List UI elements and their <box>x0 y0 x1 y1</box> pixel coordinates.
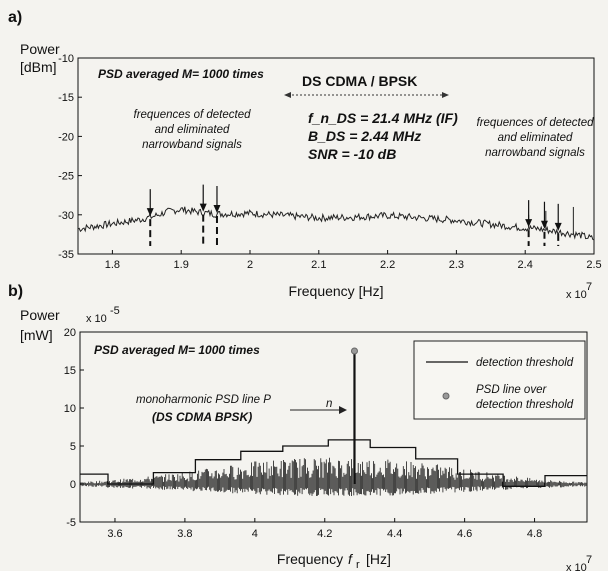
panel-b-ytick-label: -5 <box>66 517 76 529</box>
panel-a-right-annotation-3: narrowband signals <box>485 147 585 159</box>
panel-a-xtick-label: 1.9 <box>174 259 189 271</box>
panel-a-band-arrowhead-left <box>284 92 291 98</box>
panel-b-xtick-label: 3.8 <box>177 528 192 540</box>
panel-b-ytick-label: 20 <box>64 327 76 339</box>
panel-b-annotation-arrowhead <box>339 406 347 414</box>
panel-a-marker-arrowhead <box>213 204 221 213</box>
panel-b: b) Power [mW] x 10 -5 -5 0 5 10 15 20 3.6 3.8 4… <box>8 283 592 571</box>
panel-a-ytick-label: -15 <box>58 92 74 104</box>
panel-b-x-exponent: x 10 <box>566 562 587 571</box>
panel-a-band-arrowhead-right <box>442 92 449 98</box>
panel-b-ytick-label: 0 <box>70 479 76 491</box>
panel-a-x-exponent: x 10 <box>566 289 587 301</box>
panel-b-ytick-label: 10 <box>64 403 76 415</box>
panel-a-marker-arrowhead <box>146 208 154 217</box>
panel-b-annotation-sub: n <box>326 398 332 410</box>
panel-a-xtick-label: 2 <box>247 259 253 271</box>
panel-a-x-ticks: 1.8 1.9 2 2.1 2.2 2.3 2.4 2.5 <box>105 250 602 271</box>
panel-a-param-snr: SNR = -10 dB <box>308 146 396 162</box>
panel-a-xtick-label: 1.8 <box>105 259 120 271</box>
panel-a-label: a) <box>8 9 22 26</box>
panel-b-xlabel-unit: [Hz] <box>366 551 391 567</box>
panel-a-marker-arrowhead <box>540 220 548 229</box>
panel-b-x-ticks: 3.6 3.8 4 4.2 4.4 4.6 4.8 <box>107 518 542 540</box>
panel-a-ytick-label: -10 <box>58 53 74 65</box>
panel-a-ytick-label: -20 <box>58 131 74 143</box>
panel-b-xlabel-sub: r <box>356 559 360 571</box>
panel-a-left-annotation-1: frequences of detected <box>134 109 252 121</box>
panel-a-psd-series <box>77 206 595 241</box>
panel-a-xtick-label: 2.4 <box>518 259 533 271</box>
panel-b-ylabel-unit: [mW] <box>20 327 53 343</box>
panel-b-ylabel: Power <box>20 307 60 323</box>
panel-b-y-exponent: x 10 <box>86 313 107 325</box>
panel-b-annotation-1: monoharmonic PSD line P <box>136 394 271 406</box>
panel-a-left-annotation-2: and eliminated <box>155 124 230 136</box>
panel-a-ytick-label: -25 <box>58 171 74 183</box>
panel-b-ytick-label: 5 <box>70 441 76 453</box>
panel-a-psd-label: PSD averaged M= 1000 times <box>98 67 264 81</box>
panel-b-xtick-label: 4.6 <box>457 528 472 540</box>
panel-a-ylabel-unit: [dBm] <box>20 59 57 75</box>
legend-psd-marker-swatch <box>442 392 450 400</box>
panel-b-legend: detection threshold PSD line over detect… <box>413 340 586 420</box>
panel-a-x-exponent-power: 7 <box>586 281 592 293</box>
panel-b-y-exponent-power: -5 <box>110 305 120 317</box>
panel-a-spikes <box>528 206 574 235</box>
panel-a-marker-arrowhead <box>554 222 562 231</box>
panel-a-signal-title: DS CDMA / BPSK <box>302 73 417 89</box>
panel-a-param-bds: B_DS = 2.44 MHz <box>308 128 421 144</box>
panel-b-psd-line-marker <box>350 347 358 355</box>
panel-b-plot-frame <box>79 331 588 523</box>
legend-psd-label-1: PSD line over <box>476 384 547 396</box>
panel-b-x-exponent-power: 7 <box>586 554 592 566</box>
panel-a-marker-arrowhead <box>199 203 207 212</box>
panel-b-threshold-series <box>80 439 587 487</box>
panel-a-y-ticks: -35 -30 -25 -20 -15 -10 <box>58 53 82 261</box>
panel-a-ylabel: Power <box>20 41 60 57</box>
panel-b-annotation-2: (DS CDMA BPSK) <box>152 410 252 424</box>
panel-a-xtick-label: 2.1 <box>311 259 326 271</box>
panel-a-plot-frame <box>77 57 595 255</box>
panel-b-xtick-label: 4.8 <box>527 528 542 540</box>
panel-b-psd-line <box>350 347 358 484</box>
panel-a-param-fn: f_n_DS = 21.4 MHz (IF) <box>308 110 458 126</box>
panel-a-xtick-label: 2.5 <box>586 259 601 271</box>
panel-a-ytick-label: -30 <box>58 210 74 222</box>
panel-b-ytick-label: 15 <box>64 365 76 377</box>
panel-b-xlabel-var: f <box>348 551 354 567</box>
panel-b-xtick-label: 4.2 <box>317 528 332 540</box>
panel-b-noise-bars <box>80 457 587 496</box>
panel-b-label: b) <box>8 283 23 300</box>
panel-b-noise <box>80 457 587 496</box>
panel-a: a) Power [dBm] -35 -30 -25 -20 -15 -10 1.8 1.9… <box>8 9 602 301</box>
legend-box <box>413 340 586 420</box>
panel-a-left-annotation-3: narrowband signals <box>142 139 242 151</box>
panel-a-ytick-label: -35 <box>58 249 74 261</box>
panel-b-psd-label: PSD averaged M= 1000 times <box>94 343 260 357</box>
panel-a-marker-arrowhead <box>525 219 533 228</box>
legend-threshold-label: detection threshold <box>476 357 574 369</box>
panel-b-xtick-label: 4 <box>252 528 258 540</box>
panel-a-xlabel: Frequency [Hz] <box>289 283 384 299</box>
legend-psd-label-2: detection threshold <box>476 399 574 411</box>
panel-a-right-annotation-1: frequences of detected <box>477 117 595 129</box>
panel-a-right-annotation-2: and eliminated <box>498 132 573 144</box>
panel-b-xtick-label: 4.4 <box>387 528 402 540</box>
panel-b-y-ticks: -5 0 5 10 15 20 <box>64 327 84 529</box>
panel-b-xtick-label: 3.6 <box>107 528 122 540</box>
panel-a-xtick-label: 2.3 <box>449 259 464 271</box>
panel-a-eliminated-markers <box>146 184 562 246</box>
panel-b-xlabel: Frequency <box>277 551 343 567</box>
panel-a-xtick-label: 2.2 <box>380 259 395 271</box>
